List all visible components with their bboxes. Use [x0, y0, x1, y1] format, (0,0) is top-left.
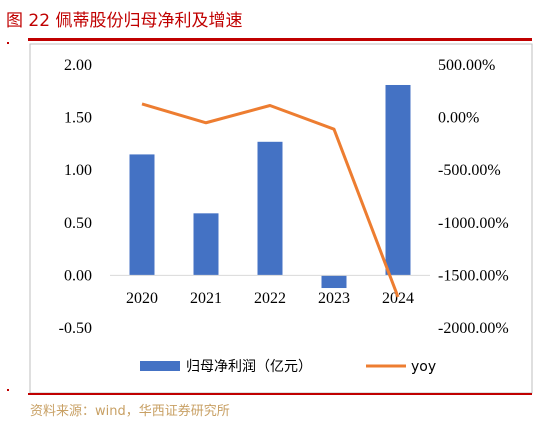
legend-line-label: yoy [411, 359, 436, 375]
line-series [141, 102, 400, 298]
margin-mark [7, 42, 9, 44]
left-tick-label: 0.00 [64, 267, 92, 284]
right-tick-label: -500.00% [438, 162, 501, 179]
top-rule [28, 38, 532, 41]
left-tick-label: 1.00 [64, 162, 92, 179]
left-axis: 2.00 1.50 1.00 0.50 0.00 -0.50 [59, 57, 92, 337]
left-tick-label: 0.50 [64, 215, 92, 232]
bottom-rule [28, 393, 532, 395]
source-note: 资料来源：wind，华西证券研究所 [30, 404, 230, 419]
left-tick-label: 2.00 [64, 57, 92, 74]
right-tick-label: 500.00% [438, 57, 495, 74]
category-label: 2020 [126, 290, 158, 307]
left-tick-label: 1.50 [64, 110, 92, 127]
bar [321, 275, 347, 289]
bar-series [129, 84, 411, 289]
right-tick-label: 0.00% [438, 110, 479, 127]
left-tick-label: -0.50 [59, 320, 92, 337]
category-label: 2021 [190, 290, 222, 307]
category-axis: 2020 2021 2022 2023 2024 [126, 290, 414, 307]
bar [385, 84, 411, 276]
category-label: 2023 [318, 290, 350, 307]
legend-bar-label: 归母净利润（亿元） [186, 358, 312, 375]
yoy-line [141, 102, 400, 298]
category-label: 2022 [254, 290, 286, 307]
figure-title: 图 22 佩蒂股份归母净利及增速 [6, 11, 243, 31]
bar [129, 154, 155, 276]
category-label: 2024 [382, 290, 414, 307]
legend-bar-swatch [140, 361, 180, 371]
right-tick-label: -1500.00% [438, 267, 509, 284]
right-tick-label: -1000.00% [438, 215, 509, 232]
right-tick-label: -2000.00% [438, 320, 509, 337]
right-axis: 500.00% 0.00% -500.00% -1000.00% -1500.00% -2… [438, 57, 509, 337]
bar [257, 141, 283, 276]
bar [193, 213, 219, 276]
margin-mark [7, 389, 9, 391]
legend: 归母净利润（亿元） yoy [140, 358, 436, 375]
